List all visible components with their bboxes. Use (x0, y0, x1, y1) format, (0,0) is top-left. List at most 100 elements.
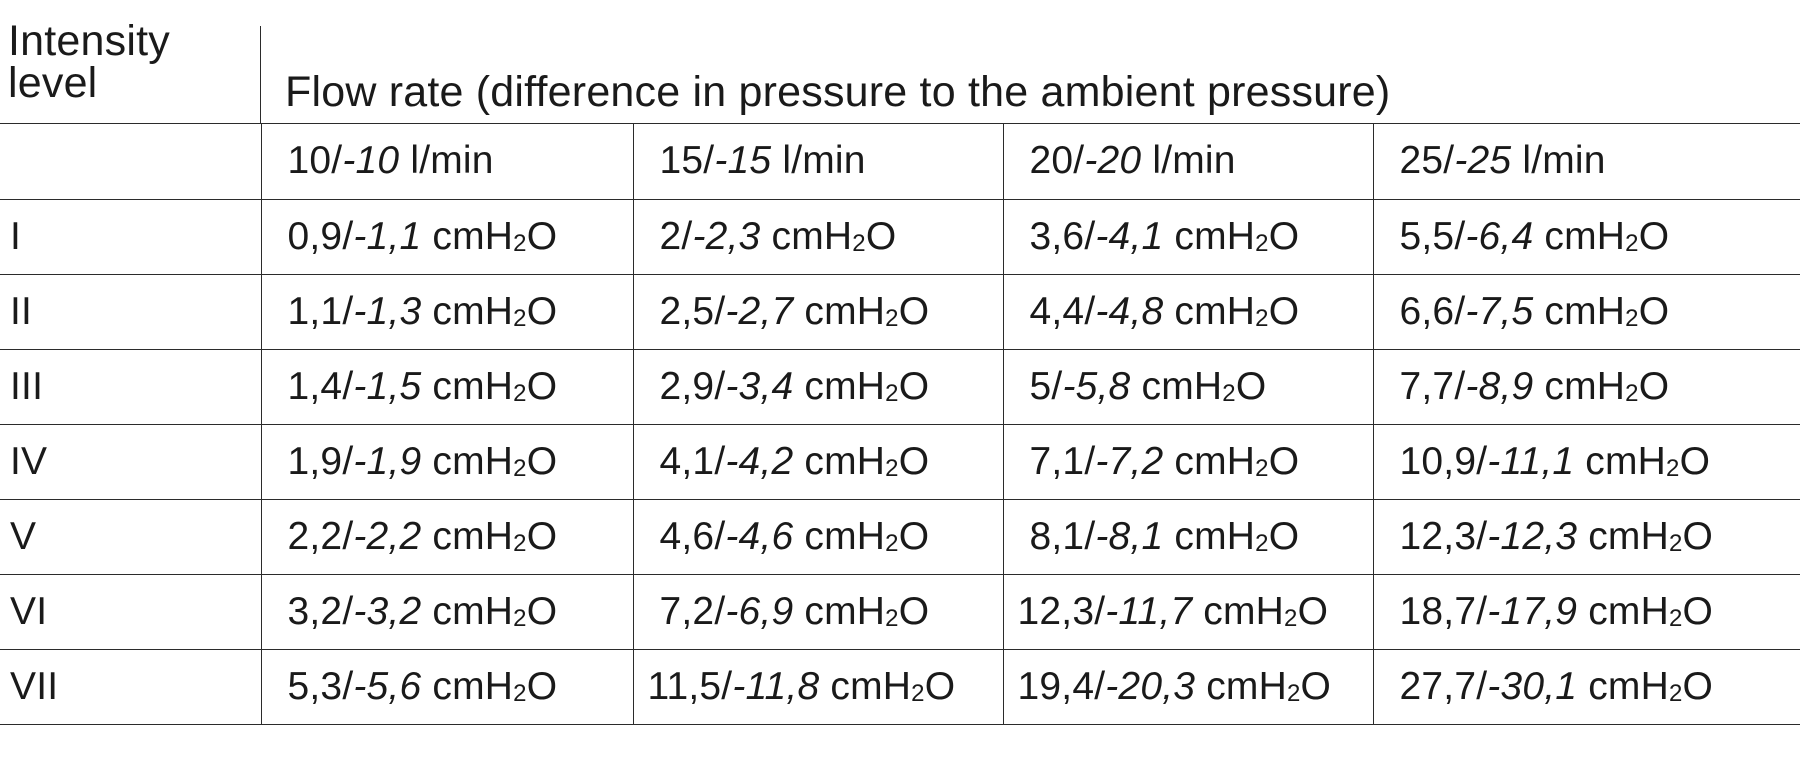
table-row: I 0,9/-1,1 cmH2O 2/-2,3 cmH2O 3,6/-4,1 cmH2… (0, 199, 1800, 275)
pressure-positive: 3,2/ (287, 589, 354, 633)
pressure-negative: -1,3 (353, 289, 422, 333)
pressure-unit-subscript: 2 (513, 604, 527, 632)
pressure-positive: 12,3/ (1399, 514, 1488, 558)
pressure-unit-suffix: O (898, 439, 930, 483)
pressure-cell: 7,7/-8,9 cmH2O (1372, 349, 1800, 425)
pressure-cell: 10,9/-11,1 cmH2O (1372, 424, 1800, 500)
pressure-unit-subscript: 2 (852, 229, 866, 257)
pressure-unit-prefix: cmH (1533, 289, 1626, 333)
pressure-unit-suffix: O (1300, 664, 1332, 708)
pressure-unit-subscript: 2 (513, 679, 527, 707)
intensity-level-heading: Intensity level (8, 20, 170, 105)
flow-negative: -20 (1084, 139, 1142, 183)
pressure-positive: 1,4/ (287, 364, 354, 408)
pressure-unit-subscript: 2 (885, 454, 899, 482)
pressure-negative: -12,3 (1487, 514, 1578, 558)
pressure-positive: 8,1/ (1029, 514, 1096, 558)
pressure-negative: -8,1 (1095, 514, 1164, 558)
pressure-unit-prefix: cmH (1163, 289, 1256, 333)
pressure-unit-subscript: 2 (513, 304, 527, 332)
pressure-unit-prefix: cmH (1577, 514, 1669, 558)
flow-unit: l/min (1141, 139, 1236, 183)
pressure-positive: 3,6/ (1029, 214, 1096, 258)
pressure-negative: -1,5 (353, 364, 422, 408)
pressure-unit-subscript: 2 (1625, 379, 1639, 407)
pressure-cell: 4,6/-4,6 cmH2O (632, 499, 1003, 575)
pressure-negative: -7,2 (1095, 439, 1164, 483)
pressure-unit-prefix: cmH (1533, 364, 1626, 408)
pressure-negative: -3,2 (353, 589, 422, 633)
pressure-unit-subscript: 2 (1255, 529, 1269, 557)
flow-unit: l/min (1511, 139, 1606, 183)
pressure-cell: 8,1/-8,1 cmH2O (1002, 499, 1373, 575)
pressure-unit-subscript: 2 (513, 529, 527, 557)
pressure-positive: 4,6/ (659, 514, 726, 558)
pressure-unit-prefix: cmH (760, 214, 853, 258)
pressure-negative: -1,9 (353, 439, 422, 483)
pressure-unit-prefix: cmH (421, 514, 514, 558)
pressure-unit-suffix: O (1268, 439, 1300, 483)
pressure-cell: 2,9/-3,4 cmH2O (632, 349, 1003, 425)
pressure-unit-suffix: O (526, 589, 558, 633)
pressure-cell: 19,4/-20,3 cmH2O (1002, 649, 1373, 725)
pressure-unit-subscript: 2 (1222, 379, 1236, 407)
pressure-unit-subscript: 2 (513, 379, 527, 407)
pressure-cell: 18,7/-17,9 cmH2O (1372, 574, 1800, 650)
pressure-unit-suffix: O (1679, 439, 1711, 483)
intensity-level-cell: IV (0, 424, 261, 500)
pressure-unit-suffix: O (526, 664, 558, 708)
pressure-positive: 7,7/ (1399, 364, 1466, 408)
pressure-positive: 5,3/ (287, 664, 354, 708)
pressure-unit-suffix: O (898, 364, 930, 408)
flow-positive: 25/ (1399, 139, 1455, 183)
pressure-unit-suffix: O (526, 289, 558, 333)
pressure-positive: 5,5/ (1399, 214, 1466, 258)
pressure-unit-subscript: 2 (1625, 229, 1639, 257)
pressure-negative: -4,8 (1095, 289, 1164, 333)
pressure-cell: 5,3/-5,6 cmH2O (260, 649, 633, 725)
pressure-unit-subscript: 2 (513, 454, 527, 482)
pressure-negative: -11,7 (1105, 589, 1193, 633)
pressure-unit-suffix: O (1682, 514, 1714, 558)
pressure-cell: 5,5/-6,4 cmH2O (1372, 199, 1800, 275)
pressure-unit-suffix: O (1268, 214, 1300, 258)
blank-cell (0, 124, 261, 200)
flow-unit: l/min (771, 139, 866, 183)
pressure-unit-subscript: 2 (1668, 604, 1683, 632)
table-row: IV 1,9/-1,9 cmH2O 4,1/-4,2 cmH2O 7,1/-7,2 c… (0, 424, 1800, 500)
data-grid: 10/-10 l/min 15/-15 l/min 20/-20 l/min 25/-… (0, 124, 1800, 725)
table-header: Intensity level Flow rate (difference in… (0, 0, 1800, 124)
table-row: VII 5,3/-5,6 cmH2O 11,5/-11,8 cmH2O 19,4/-2… (0, 649, 1800, 725)
flow-positive: 20/ (1029, 139, 1085, 183)
pressure-negative: -3,4 (725, 364, 794, 408)
pressure-positive: 2/ (659, 214, 693, 258)
pressure-unit-prefix: cmH (1163, 439, 1256, 483)
pressure-unit-suffix: O (1268, 514, 1300, 558)
pressure-positive: 18,7/ (1399, 589, 1488, 633)
flow-negative: -25 (1454, 139, 1512, 183)
pressure-unit-prefix: cmH (793, 289, 886, 333)
pressure-unit-prefix: cmH (1577, 664, 1669, 708)
pressure-unit-prefix: cmH (793, 364, 886, 408)
flow-negative: -15 (714, 139, 772, 183)
pressure-negative: -4,1 (1095, 214, 1164, 258)
pressure-cell: 12,3/-12,3 cmH2O (1372, 499, 1800, 575)
pressure-unit-subscript: 2 (1666, 454, 1680, 482)
intensity-level-cell: I (0, 199, 261, 275)
pressure-unit-subscript: 2 (1255, 304, 1269, 332)
table-row: VI 3,2/-3,2 cmH2O 7,2/-6,9 cmH2O 12,3/-11,7… (0, 574, 1800, 650)
pressure-cell: 2,5/-2,7 cmH2O (632, 274, 1003, 350)
header-divider (260, 26, 261, 124)
pressure-unit-suffix: O (526, 514, 558, 558)
pressure-unit-prefix: cmH (1130, 364, 1223, 408)
pressure-cell: 11,5/-11,8 cmH2O (632, 649, 1003, 725)
pressure-negative: -4,2 (725, 439, 794, 483)
pressure-cell: 6,6/-7,5 cmH2O (1372, 274, 1800, 350)
table-row: II 1,1/-1,3 cmH2O 2,5/-2,7 cmH2O 4,4/-4,8 c… (0, 274, 1800, 350)
pressure-unit-subscript: 2 (1255, 229, 1269, 257)
intensity-level-cell: III (0, 349, 261, 425)
pressure-cell: 3,2/-3,2 cmH2O (260, 574, 633, 650)
intensity-level-cell: VII (0, 649, 261, 725)
pressure-unit-prefix: cmH (421, 439, 514, 483)
pressure-negative: -20,3 (1105, 664, 1196, 708)
